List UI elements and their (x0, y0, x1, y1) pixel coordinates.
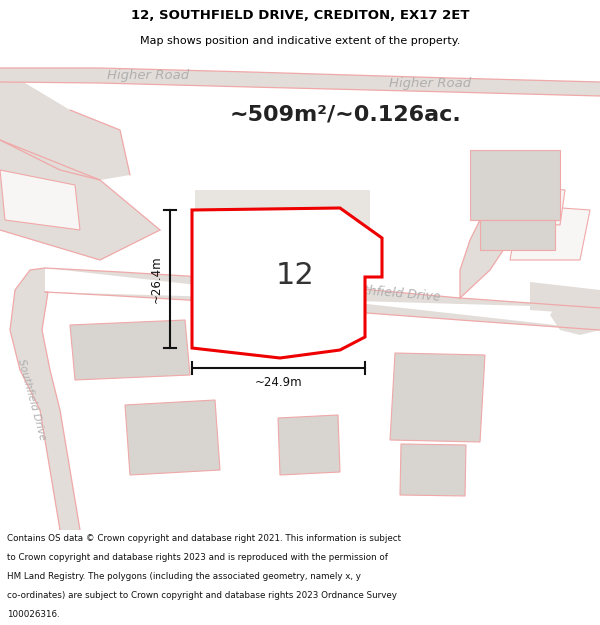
Text: ~509m²/~0.126ac.: ~509m²/~0.126ac. (230, 105, 462, 125)
Text: 12, SOUTHFIELD DRIVE, CREDITON, EX17 2ET: 12, SOUTHFIELD DRIVE, CREDITON, EX17 2ET (131, 9, 469, 22)
Polygon shape (195, 190, 370, 245)
Polygon shape (192, 208, 382, 358)
Text: Map shows position and indicative extent of the property.: Map shows position and indicative extent… (140, 36, 460, 46)
Polygon shape (10, 268, 80, 530)
Polygon shape (0, 140, 160, 260)
Text: Higher Road: Higher Road (389, 76, 471, 89)
Text: Contains OS data © Crown copyright and database right 2021. This information is : Contains OS data © Crown copyright and d… (7, 534, 401, 542)
Polygon shape (45, 268, 600, 330)
Polygon shape (400, 444, 466, 496)
Text: Southfield Drive: Southfield Drive (16, 358, 47, 442)
Polygon shape (510, 205, 590, 260)
Polygon shape (490, 185, 565, 225)
Text: to Crown copyright and database rights 2023 and is reproduced with the permissio: to Crown copyright and database rights 2… (7, 552, 388, 562)
Text: ~26.4m: ~26.4m (149, 255, 163, 302)
Polygon shape (550, 300, 600, 335)
Text: HM Land Registry. The polygons (including the associated geometry, namely x, y: HM Land Registry. The polygons (includin… (7, 572, 361, 581)
Polygon shape (0, 170, 80, 230)
Polygon shape (390, 353, 485, 442)
Polygon shape (0, 68, 130, 180)
Text: 12: 12 (275, 261, 314, 289)
Text: 100026316.: 100026316. (7, 610, 60, 619)
Polygon shape (278, 415, 340, 475)
Text: Southfield Drive: Southfield Drive (340, 282, 440, 304)
Text: co-ordinates) are subject to Crown copyright and database rights 2023 Ordnance S: co-ordinates) are subject to Crown copyr… (7, 591, 397, 600)
Polygon shape (70, 320, 190, 380)
Polygon shape (480, 220, 555, 250)
Polygon shape (0, 68, 600, 96)
Polygon shape (460, 220, 510, 298)
Text: Higher Road: Higher Road (107, 69, 189, 81)
Polygon shape (530, 282, 600, 315)
Polygon shape (470, 150, 560, 220)
Polygon shape (125, 400, 220, 475)
Text: ~24.9m: ~24.9m (254, 376, 302, 389)
